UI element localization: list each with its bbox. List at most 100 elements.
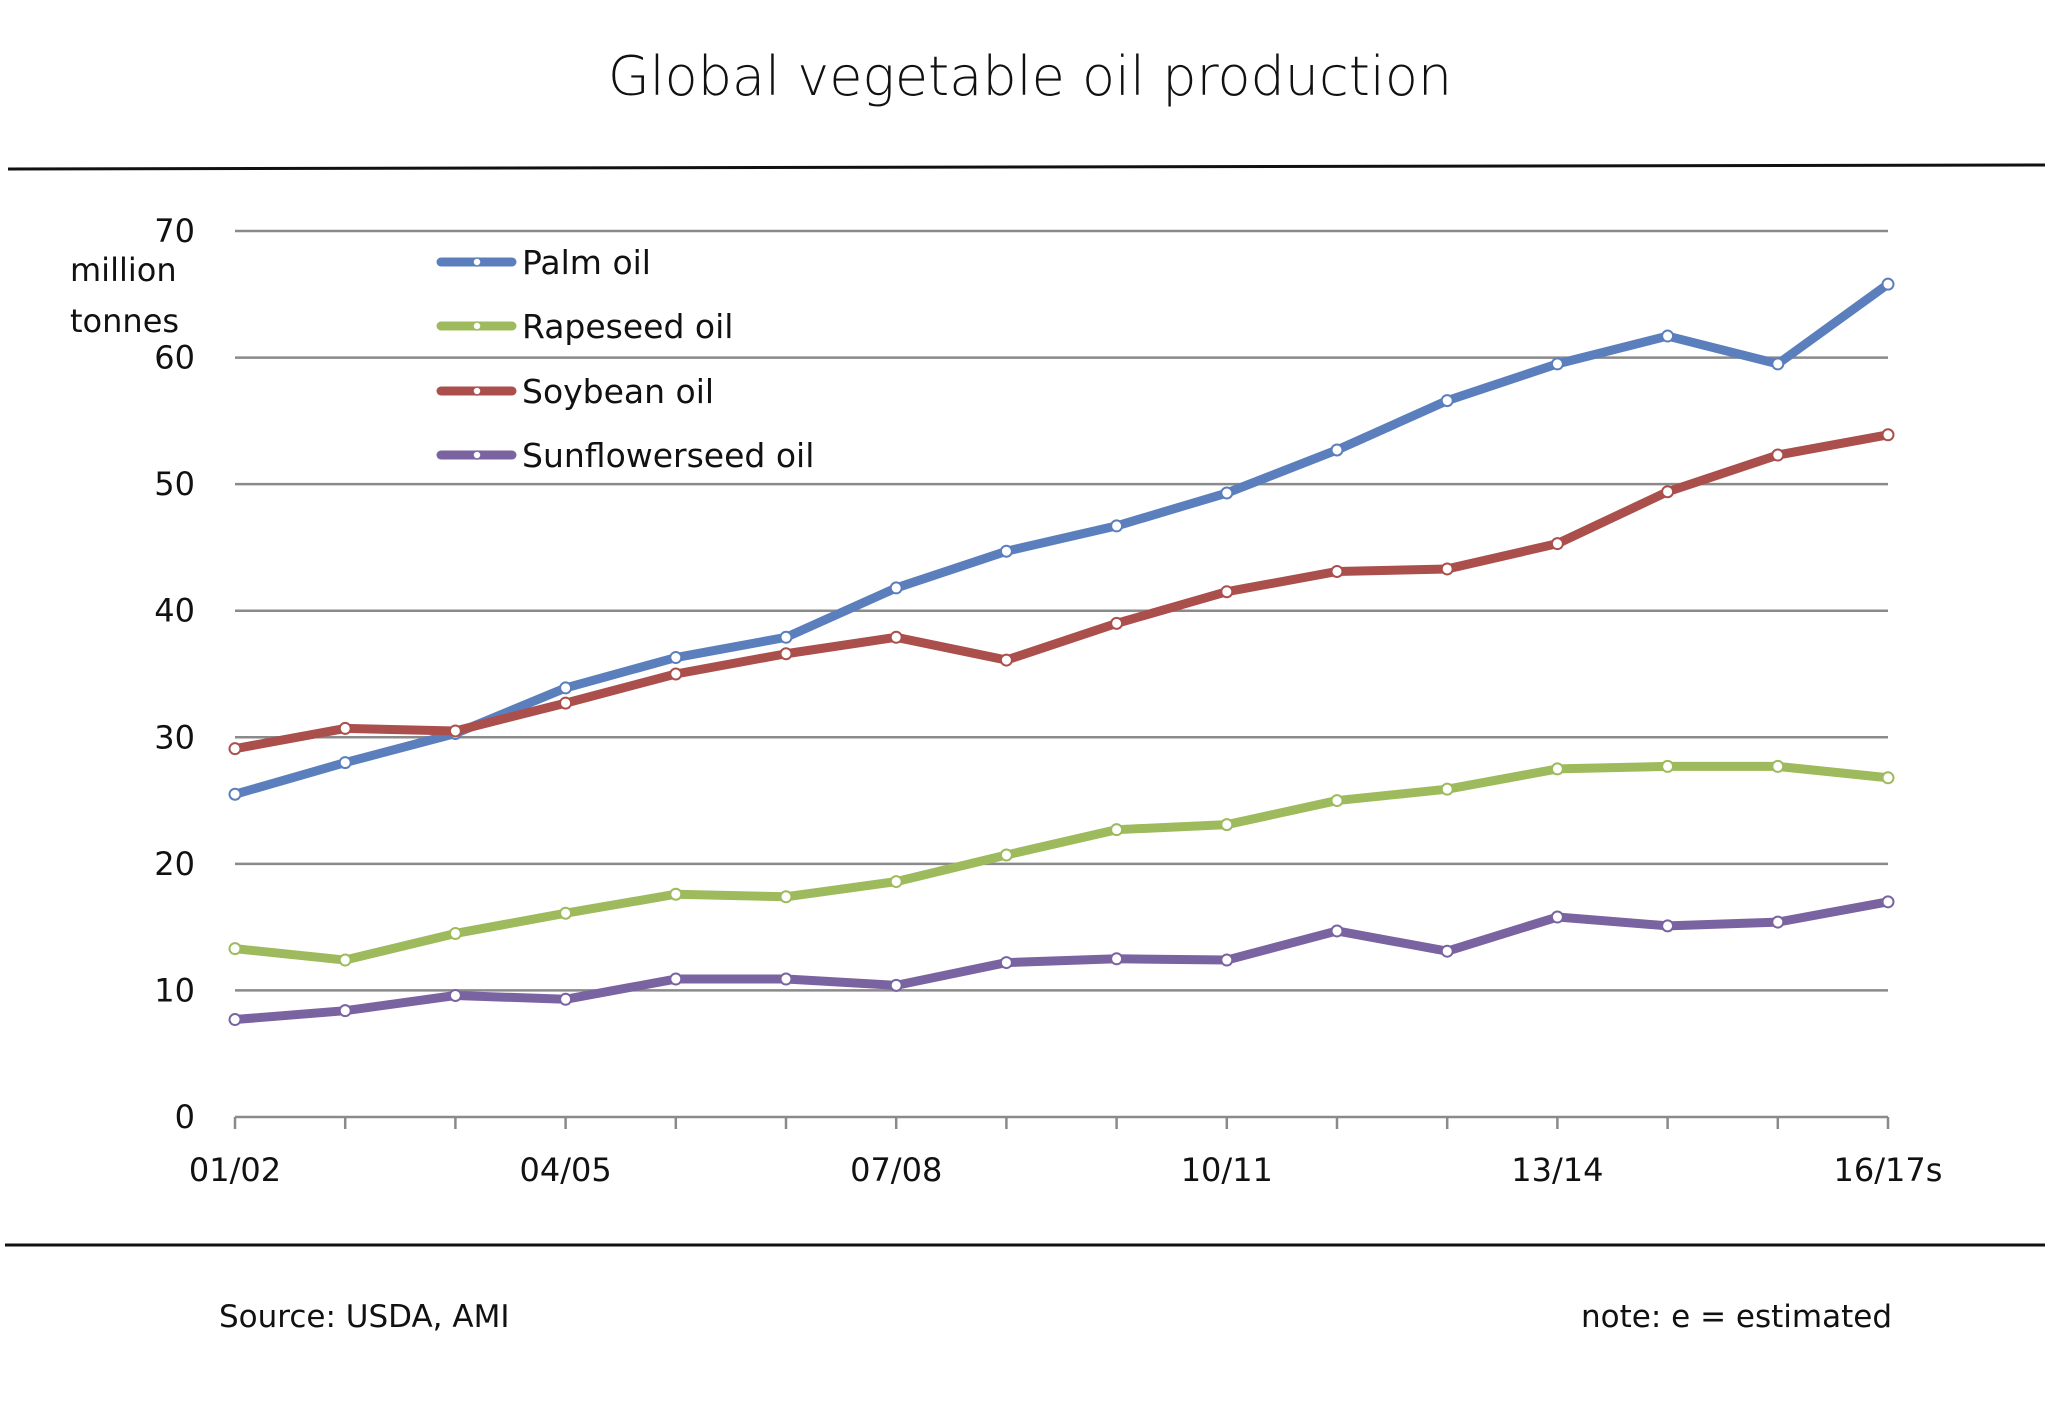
x-tick-label: 10/11 — [1181, 1151, 1273, 1189]
data-point — [1220, 585, 1234, 599]
x-tick-label: 04/05 — [519, 1151, 611, 1189]
data-point — [1330, 794, 1344, 808]
data-point — [1440, 782, 1454, 796]
series-sunflowerseed-oil — [228, 895, 1895, 1027]
y-tick-label: 20 — [154, 845, 195, 883]
data-point — [1881, 771, 1895, 785]
data-point — [1771, 915, 1785, 929]
data-point — [448, 724, 462, 738]
data-point — [228, 942, 242, 956]
data-point — [779, 972, 793, 986]
legend-label: Palm oil — [522, 243, 651, 282]
legend-item: Soybean oil — [436, 372, 714, 411]
data-point — [1110, 616, 1124, 630]
y-tick-label: 10 — [154, 971, 195, 1009]
data-point — [559, 696, 573, 710]
data-point — [338, 1004, 352, 1018]
data-point — [559, 906, 573, 920]
y-tick-label: 0 — [175, 1098, 195, 1136]
y-tick-label: 60 — [154, 339, 195, 377]
data-point — [1550, 357, 1564, 371]
data-point — [338, 953, 352, 967]
data-point — [669, 667, 683, 681]
data-point — [559, 992, 573, 1006]
data-point — [889, 630, 903, 644]
data-point — [889, 875, 903, 889]
series-soybean-oil — [228, 428, 1895, 756]
data-point — [448, 988, 462, 1002]
data-point — [1661, 919, 1675, 933]
data-point — [1661, 329, 1675, 343]
data-point — [779, 630, 793, 644]
data-point — [999, 848, 1013, 862]
data-point — [1771, 759, 1785, 773]
y-axis-label-line2: tonnes — [70, 302, 179, 340]
data-point — [1110, 519, 1124, 533]
legend-marker — [472, 321, 482, 331]
data-point — [1881, 895, 1895, 909]
series-line — [230, 761, 1893, 965]
data-point — [1440, 394, 1454, 408]
data-point — [228, 1013, 242, 1027]
gridlines — [235, 229, 1888, 992]
legend-item: Palm oil — [436, 243, 651, 282]
y-axis-label-line1: million — [70, 251, 177, 289]
data-point — [1220, 486, 1234, 500]
x-tick-label: 13/14 — [1511, 1151, 1603, 1189]
data-point — [228, 787, 242, 801]
data-point — [1220, 818, 1234, 832]
series-group — [228, 277, 1895, 1027]
data-point — [1330, 564, 1344, 578]
data-point — [1330, 924, 1344, 938]
series-line — [230, 897, 1893, 1025]
data-point — [1220, 953, 1234, 967]
data-point — [1110, 952, 1124, 966]
legend: Palm oil Rapeseed oil Soybean oil Sunflower… — [436, 243, 814, 475]
legend-marker — [472, 386, 482, 396]
data-point — [999, 653, 1013, 667]
y-axis-ticks: 0 10 20 30 40 50 60 70 — [154, 212, 195, 1136]
data-point — [669, 972, 683, 986]
x-axis: 01/02 04/05 07/08 10/11 13/14 16/17s — [189, 1115, 1943, 1189]
data-point — [1881, 277, 1895, 291]
series-line — [230, 279, 1893, 799]
series-palm-oil — [228, 277, 1895, 801]
data-point — [1771, 357, 1785, 371]
legend-item: Sunflowerseed oil — [436, 436, 814, 475]
x-tick-label: 01/02 — [189, 1151, 281, 1189]
chart-title: Global vegetable oil production — [608, 45, 1452, 108]
x-tick-label: 16/17s — [1834, 1151, 1943, 1189]
legend-label: Sunflowerseed oil — [522, 436, 814, 475]
data-point — [1881, 428, 1895, 442]
data-point — [669, 651, 683, 665]
y-tick-label: 50 — [154, 465, 195, 503]
legend-item: Rapeseed oil — [436, 307, 733, 346]
y-tick-label: 70 — [154, 212, 195, 250]
legend-marker — [472, 450, 482, 460]
estimate-note: note: e = estimated — [1581, 1299, 1892, 1335]
data-point — [999, 956, 1013, 970]
data-point — [338, 721, 352, 735]
data-point — [559, 681, 573, 695]
data-point — [338, 756, 352, 770]
data-point — [999, 544, 1013, 558]
data-point — [1330, 443, 1344, 457]
data-point — [669, 887, 683, 901]
series-line — [230, 430, 1893, 754]
data-point — [1661, 759, 1675, 773]
data-point — [1550, 537, 1564, 551]
source-note: Source: USDA, AMI — [219, 1299, 509, 1335]
series-rapeseed-oil — [228, 759, 1895, 967]
data-point — [1440, 944, 1454, 958]
y-tick-label: 30 — [154, 718, 195, 756]
data-point — [779, 647, 793, 661]
data-point — [1440, 562, 1454, 576]
legend-marker — [472, 257, 482, 267]
y-tick-label: 40 — [154, 592, 195, 630]
data-point — [448, 926, 462, 940]
data-point — [889, 581, 903, 595]
data-point — [1110, 823, 1124, 837]
x-tick-label: 07/08 — [850, 1151, 942, 1189]
legend-label: Soybean oil — [522, 372, 714, 411]
